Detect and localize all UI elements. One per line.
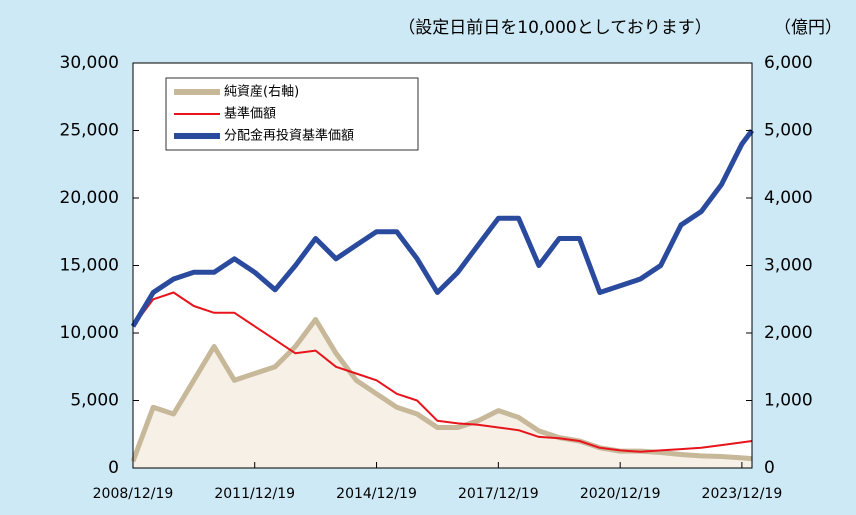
x-tick-label: 2020/12/19 [580, 486, 661, 502]
y-tick-label: 5,000 [70, 391, 119, 411]
x-tick-label: 2011/12/19 [214, 486, 295, 502]
y2-tick-label: 4,000 [764, 188, 813, 208]
area-line [130, 317, 753, 463]
y-tick-label: 25,000 [60, 121, 119, 141]
legend-label: 基準価額 [224, 106, 276, 122]
y-tick-label: 20,000 [60, 188, 119, 208]
y2-tick-label: 1,000 [764, 391, 813, 411]
x-tick-label: 2008/12/19 [93, 486, 174, 502]
x-tick-label: 2017/12/19 [458, 486, 539, 502]
y-tick-label: 30,000 [60, 53, 119, 73]
y-tick-label: 15,000 [60, 256, 119, 276]
legend-label: 分配金再投資基準価額 [224, 128, 354, 144]
y2-tick-label: 6,000 [764, 53, 813, 73]
subtitle: （設定日前日を10,000としております） [398, 18, 711, 38]
line [132, 291, 753, 453]
y-tick-label: 0 [108, 458, 119, 478]
y2-tick-label: 3,000 [764, 256, 813, 276]
y-tick-label: 10,000 [60, 323, 119, 343]
y2-tick-label: 2,000 [764, 323, 813, 343]
y2-unit: （億円） [774, 18, 842, 38]
line [130, 129, 755, 328]
y2-tick-label: 0 [764, 458, 775, 478]
x-tick-label: 2023/12/19 [702, 486, 783, 502]
y2-tick-label: 5,000 [764, 121, 813, 141]
x-tick-label: 2014/12/19 [336, 486, 417, 502]
legend-label: 純資産(右軸) [224, 84, 299, 100]
